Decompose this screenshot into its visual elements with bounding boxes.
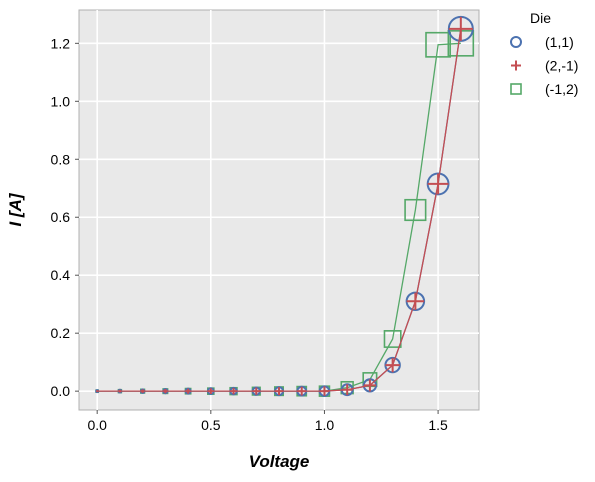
y-tick-label: 1.0 (51, 93, 71, 109)
data-point (297, 386, 307, 396)
data-point (385, 357, 400, 373)
legend: Die (1,1) (2,-1) (-1,2) (510, 10, 578, 97)
data-point (275, 387, 283, 396)
legend-label: (-1,2) (545, 81, 578, 97)
legend-marker (510, 83, 522, 95)
x-tick-label: 0.0 (87, 417, 107, 433)
x-tick-label: 0.5 (201, 417, 221, 433)
data-point (185, 388, 191, 394)
series-1 (96, 16, 473, 396)
x-tick-label: 1.5 (428, 417, 448, 433)
y-tick-label: 0.6 (51, 209, 71, 225)
data-point (96, 390, 99, 393)
legend-label: (1,1) (545, 34, 574, 50)
plot-panel (78, 9, 480, 411)
x-ticks: 0.0 0.5 1.0 1.5 (87, 410, 448, 433)
data-point (448, 16, 473, 41)
legend-marker (510, 36, 522, 48)
data-point (140, 389, 145, 393)
data-point (425, 31, 451, 58)
y-axis-label: I [A] (6, 192, 25, 226)
data-point (319, 386, 330, 396)
data-point (163, 389, 168, 394)
y-tick-label: 0.2 (51, 325, 71, 341)
data-point (406, 292, 425, 311)
series-layer (95, 15, 475, 397)
x-axis-label: Voltage (249, 452, 310, 471)
data-point (363, 379, 377, 392)
data-point (252, 387, 260, 395)
data-point (383, 330, 402, 348)
y-tick-label: 0.8 (51, 151, 71, 167)
y-tick-label: 0.4 (51, 267, 71, 283)
legend-label: (2,-1) (545, 58, 578, 74)
data-point (230, 387, 237, 395)
data-point (207, 388, 214, 395)
y-ticks: 0.0 0.2 0.4 0.6 0.8 1.0 1.2 (51, 35, 79, 399)
data-point (404, 198, 427, 222)
y-tick-label: 1.2 (51, 35, 71, 51)
legend-marker (511, 60, 521, 71)
data-point (118, 389, 122, 393)
x-tick-label: 1.0 (315, 417, 335, 433)
y-tick-label: 0.0 (51, 383, 71, 399)
plot-background (78, 9, 480, 411)
legend-title: Die (530, 10, 551, 26)
data-point (341, 384, 353, 396)
data-point (427, 173, 449, 195)
